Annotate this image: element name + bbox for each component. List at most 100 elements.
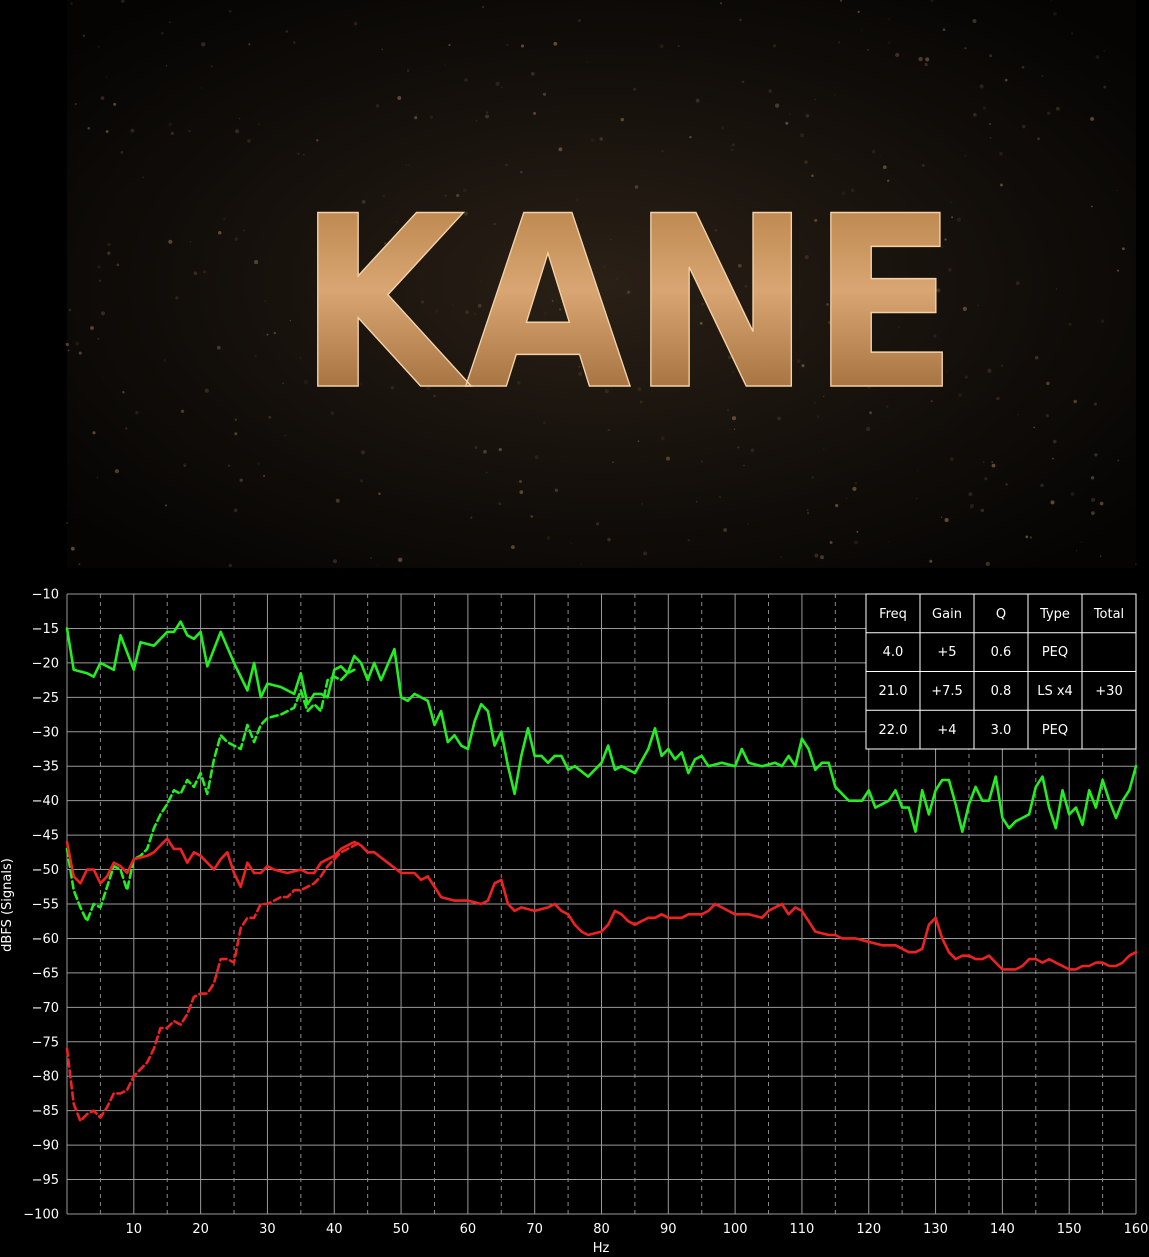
speckle bbox=[856, 530, 859, 533]
speckle bbox=[298, 356, 302, 360]
x-tick-label: 80 bbox=[593, 1222, 610, 1237]
speckle bbox=[1075, 549, 1078, 552]
speckle bbox=[125, 427, 128, 430]
speckle bbox=[744, 284, 748, 288]
speckle bbox=[892, 373, 897, 378]
speckle bbox=[70, 2, 73, 5]
speckle bbox=[78, 351, 82, 355]
speckle bbox=[823, 448, 825, 450]
speckle bbox=[737, 263, 742, 268]
speckle bbox=[775, 345, 779, 349]
speckle bbox=[627, 290, 631, 294]
speckle bbox=[662, 336, 664, 339]
speckle bbox=[1116, 269, 1120, 272]
speckle bbox=[615, 347, 619, 351]
x-tick-label: 110 bbox=[790, 1222, 815, 1237]
speckle bbox=[443, 63, 446, 66]
x-tick-label: 140 bbox=[990, 1222, 1015, 1237]
x-tick-label: 150 bbox=[1057, 1222, 1082, 1237]
speckle bbox=[595, 522, 600, 526]
speckle bbox=[554, 488, 559, 492]
speckle bbox=[801, 364, 805, 368]
speckle bbox=[234, 237, 238, 241]
speckle bbox=[420, 300, 425, 304]
speckle bbox=[968, 492, 973, 497]
speckle bbox=[223, 217, 226, 221]
y-tick-label: −50 bbox=[32, 863, 59, 878]
speckle bbox=[1041, 74, 1044, 78]
speckle bbox=[216, 345, 221, 350]
header-q: Q bbox=[996, 607, 1006, 622]
speckle bbox=[880, 301, 884, 306]
speckle bbox=[637, 387, 642, 392]
speckle bbox=[970, 507, 973, 509]
speckle bbox=[258, 123, 260, 126]
y-tick-label: −10 bbox=[32, 588, 59, 603]
speckle bbox=[805, 113, 810, 118]
speckle bbox=[210, 65, 214, 68]
speckle bbox=[903, 277, 908, 282]
speckle bbox=[620, 117, 625, 122]
speckle bbox=[518, 479, 523, 484]
speckle bbox=[429, 115, 434, 119]
speckle bbox=[773, 44, 776, 48]
x-tick-label: 60 bbox=[460, 1222, 477, 1237]
speckle bbox=[120, 151, 124, 154]
speckle bbox=[806, 509, 809, 511]
speckle bbox=[465, 310, 470, 314]
poster-title: KANE bbox=[298, 166, 958, 443]
speckle bbox=[1099, 501, 1104, 506]
speckle bbox=[860, 29, 863, 31]
speckle bbox=[353, 21, 358, 26]
speckle bbox=[375, 104, 380, 108]
speckle bbox=[130, 128, 135, 133]
speckle bbox=[570, 542, 573, 545]
speckle bbox=[98, 279, 102, 282]
speckle bbox=[1040, 483, 1044, 488]
speckle bbox=[660, 436, 665, 441]
speckle bbox=[384, 257, 389, 262]
speckle bbox=[869, 411, 873, 415]
header-gain: Gain bbox=[932, 607, 962, 622]
speckle bbox=[183, 463, 187, 467]
speckle bbox=[835, 503, 839, 508]
y-tick-labels: −10 −15 −20 −25 −30 −35 −40 −45 −50 −55 −60 −65 −70 −… bbox=[23, 588, 59, 1223]
speckle bbox=[1115, 189, 1118, 192]
speckle bbox=[658, 351, 660, 353]
speckle bbox=[1055, 106, 1060, 111]
speckle bbox=[408, 164, 410, 166]
speckle bbox=[799, 133, 805, 138]
speckle bbox=[234, 418, 237, 421]
speckle bbox=[544, 311, 548, 315]
speckle bbox=[962, 306, 968, 312]
eq-table-header-row: Freq Gain Q Type Total bbox=[879, 607, 1124, 622]
cell-freq: 4.0 bbox=[883, 645, 904, 660]
speckle bbox=[1037, 137, 1041, 141]
speckle bbox=[500, 280, 504, 284]
speckle bbox=[854, 482, 858, 485]
speckle bbox=[475, 119, 478, 122]
speckle bbox=[637, 440, 640, 442]
y-tick-label: −15 bbox=[32, 622, 59, 637]
speckle bbox=[227, 464, 231, 467]
speckle bbox=[789, 113, 791, 115]
speckle bbox=[732, 371, 734, 373]
x-tick-label: 20 bbox=[192, 1222, 209, 1237]
speckle bbox=[75, 341, 80, 346]
speckle bbox=[999, 183, 1003, 187]
speckle bbox=[714, 228, 718, 232]
eq-table-row: 4.0 +5 0.6 PEQ bbox=[883, 645, 1068, 660]
cell-gain: +5 bbox=[937, 645, 956, 660]
speckle bbox=[285, 30, 289, 33]
speckle bbox=[385, 306, 388, 309]
y-axis-label: dBFS (Signals) bbox=[0, 858, 15, 952]
speckle bbox=[661, 150, 664, 153]
speckle bbox=[666, 456, 670, 461]
speckle bbox=[395, 220, 398, 223]
speckle bbox=[485, 111, 489, 114]
speckle bbox=[107, 251, 111, 255]
speckle bbox=[575, 198, 580, 203]
speckle bbox=[464, 77, 468, 82]
speckle bbox=[530, 515, 534, 518]
speckle bbox=[829, 282, 831, 284]
